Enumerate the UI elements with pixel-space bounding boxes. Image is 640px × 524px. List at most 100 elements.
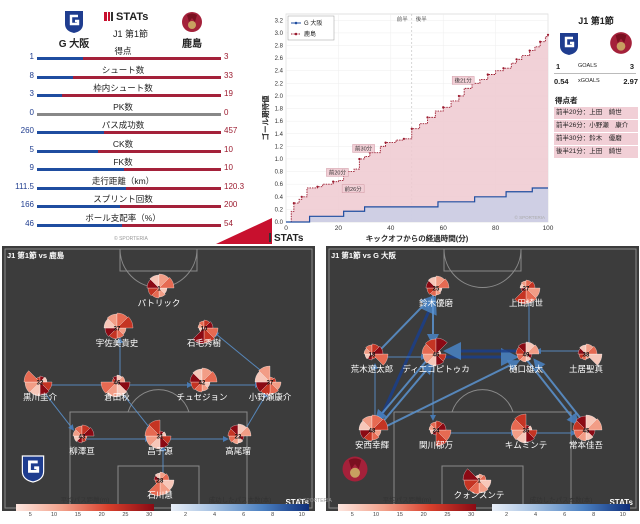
series-point <box>332 180 335 183</box>
y-tick-label: 2.8 <box>275 44 284 50</box>
player-name: 土居聖真 <box>568 364 604 374</box>
scorer-row: 後半21分：上田 綺世 <box>554 146 638 158</box>
stat-bar <box>37 112 221 116</box>
stats-brand-text: STATs <box>116 11 149 23</box>
stat-bar-away <box>121 223 221 227</box>
goal-annotation: 後21分 <box>455 76 473 84</box>
legend-tick: 10 <box>298 512 305 518</box>
player-name: ディエゴピトゥカ <box>402 364 470 374</box>
series-point <box>539 40 542 43</box>
scorer-row: 前半26分：小野瀬 康介 <box>554 120 638 132</box>
legend-tick: 25 <box>444 512 451 518</box>
legend-title: 平均パス距離(m) <box>382 497 432 504</box>
stat-row: パス成功数 260 457 <box>0 119 246 136</box>
stat-bar-away <box>98 149 221 153</box>
y-axis-label: ゴール期待値 <box>262 95 270 140</box>
player-pass-rose: 18 <box>363 343 389 366</box>
player-pass-rose: 24 <box>428 420 452 447</box>
y-tick-label: 2.6 <box>275 56 284 62</box>
stat-label: PK数 <box>113 101 133 112</box>
legend-tick: 10 <box>51 512 58 518</box>
kashima-logo-icon <box>342 456 368 482</box>
rose-wedge <box>585 346 598 355</box>
player-pass-rose: 1 <box>462 468 492 495</box>
half-label: 後半 <box>416 15 428 23</box>
stat-bar-home <box>37 205 121 208</box>
summary-divider <box>554 73 636 74</box>
legend-ticks: 5 10 15 20 25 30 <box>16 512 154 520</box>
legend-title: 平均パス距離(m) <box>60 497 110 504</box>
stat-bar-away <box>124 168 221 171</box>
stat-row: 得点 1 3 <box>0 45 246 62</box>
pass-arrow <box>374 351 435 422</box>
pitch-title: J1 第1節 vs 鹿島 <box>7 251 65 260</box>
series-point <box>300 195 303 198</box>
stat-label: 枠内シュート数 <box>93 83 153 93</box>
stats-brand: STATs <box>104 11 148 23</box>
player-pass-rose: 25 <box>425 275 450 297</box>
player-number: 36 <box>523 429 530 435</box>
y-tick-label: 2.2 <box>275 81 284 87</box>
stat-bar <box>37 94 221 97</box>
player-number: 38 <box>583 353 590 359</box>
player-number: 48 <box>369 429 376 435</box>
pass-arrow <box>522 355 579 426</box>
player-pass-rose: 22 <box>227 423 252 445</box>
player-name: 石川慧 <box>147 490 173 500</box>
stat-away-value: 10 <box>224 144 233 154</box>
stat-away-value: 0 <box>224 107 229 117</box>
y-tick-label: 1.6 <box>275 119 284 125</box>
legend-tick: 15 <box>74 512 81 518</box>
player-number: 49 <box>523 353 530 359</box>
stat-away-value: 33 <box>224 70 233 80</box>
rose-wedge <box>525 425 533 431</box>
goal-box <box>441 465 524 509</box>
stat-bar-away <box>72 75 221 79</box>
stats-credit: © SPORTERIA <box>114 236 148 242</box>
legend-gradient <box>171 504 309 511</box>
legend-tick: 5 <box>28 512 32 518</box>
xg-line: 0.54 xGOALS 2.97 <box>554 77 638 89</box>
stat-home-value: 166 <box>20 200 34 209</box>
series-point <box>486 73 489 76</box>
legend-count-right: 成功したパス本数(本) 2 4 6 8 10 <box>486 494 636 524</box>
y-tick-label: 1.2 <box>275 144 284 150</box>
stat-bar-home <box>37 57 83 60</box>
stat-bar-home <box>37 223 122 227</box>
stat-bar <box>37 149 221 153</box>
player-number: 1 <box>477 479 481 485</box>
rose-wedge <box>371 418 389 431</box>
stat-away-value: 457 <box>224 126 238 135</box>
chart-credit: © SPORTERIA <box>515 214 546 220</box>
stat-label: 走行距離（km） <box>91 175 155 186</box>
series-point <box>384 141 387 144</box>
player-pass-rose: 28 <box>148 471 175 497</box>
stat-label: シュート数 <box>101 64 145 75</box>
xg-chart: 0.0 0.2 0.4 0.6 0.8 1.0 1.2 1.4 1.6 1.8 2.0 2.2 2.4 2… <box>262 13 554 243</box>
rose-wedge <box>148 419 161 437</box>
stat-home-value: 0 <box>29 107 34 117</box>
stat-bar <box>37 205 221 208</box>
y-tick-label: 2.4 <box>275 69 284 75</box>
series-point <box>515 58 518 61</box>
goal-annotation-box <box>341 184 365 193</box>
stat-home-value: 260 <box>20 126 34 135</box>
goal-annotation: 前20分 <box>329 168 347 176</box>
stat-home-value: 5 <box>29 144 34 154</box>
pitch-brand: STATs <box>609 498 633 507</box>
stat-bar-away <box>83 57 221 60</box>
player-name: 昌子源 <box>147 446 173 456</box>
player-number: 27 <box>523 287 530 293</box>
x-tick-label: 40 <box>387 225 395 232</box>
player-pass-rose: 45 <box>572 414 603 442</box>
pitch-brand: STATs <box>285 498 309 507</box>
series-point <box>402 137 405 140</box>
player-number: 25 <box>433 287 440 293</box>
player-name: 上田綺世 <box>508 298 544 308</box>
stats-bars-icon <box>104 12 113 21</box>
scorers-heading: 得点者 <box>555 96 578 105</box>
player-name: パトリック <box>137 298 181 308</box>
rose-wedge <box>435 350 442 355</box>
stat-away-value: 200 <box>224 200 238 209</box>
pitch-lines <box>328 248 637 509</box>
